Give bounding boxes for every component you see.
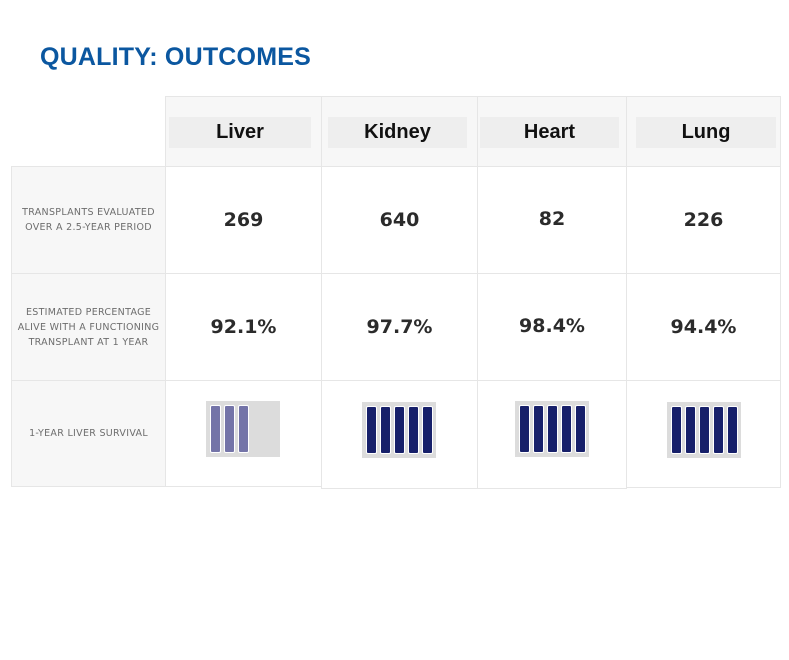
survival-bar-heart-2	[533, 405, 544, 453]
survival-bar-lung-3	[699, 406, 710, 454]
survival-bar-heart-5	[575, 405, 586, 453]
value-liver-percentage: 92.1%	[165, 273, 322, 381]
row-label-percentage-alive: ESTIMATED PERCENTAGE ALIVE WITH A FUNCTI…	[11, 273, 166, 381]
survival-bar-liver-5	[266, 405, 277, 453]
column-label-kidney: Kidney	[364, 121, 431, 143]
column-label-heart: Heart	[523, 121, 576, 143]
survival-gauge-kidney	[362, 402, 436, 458]
survival-bar-lung-1	[671, 406, 682, 454]
survival-bar-kidney-3	[394, 406, 405, 454]
value-kidney-percentage: 97.7%	[321, 273, 478, 381]
value-lung-transplants: 226	[626, 166, 781, 274]
outcomes-table: Liver Kidney Heart Lung TRANSPLANTS EVAL…	[11, 96, 781, 489]
survival-gauge-liver	[206, 401, 280, 457]
value-lung-percentage: 94.4%	[626, 273, 781, 381]
survival-bar-lung-4	[713, 406, 724, 454]
survival-bar-kidney-5	[422, 406, 433, 454]
value-kidney-transplants: 640	[321, 166, 478, 274]
survival-bar-heart-4	[561, 405, 572, 453]
survival-bar-kidney-4	[408, 406, 419, 454]
value-liver-transplants: 269	[165, 166, 322, 274]
column-header-lung: Lung	[626, 96, 781, 167]
column-header-kidney: Kidney	[321, 96, 478, 167]
value-heart-percentage: 98.4%	[477, 273, 627, 381]
survival-bar-heart-1	[519, 405, 530, 453]
survival-bar-liver-4	[252, 405, 263, 453]
survival-bar-lung-2	[685, 406, 696, 454]
column-label-liver: Liver	[216, 121, 264, 143]
column-header-heart: Heart	[477, 96, 627, 167]
survival-bar-kidney-2	[380, 406, 391, 454]
gauge-cell-kidney	[321, 380, 478, 489]
column-header-liver: Liver	[165, 96, 322, 167]
gauge-cell-liver	[165, 380, 322, 487]
survival-bar-liver-2	[224, 405, 235, 453]
survival-bar-lung-5	[727, 406, 738, 454]
gauge-cell-heart	[477, 380, 627, 489]
survival-gauge-lung	[667, 402, 741, 458]
value-heart-transplants: 82	[477, 166, 627, 274]
page-title: QUALITY: OUTCOMES	[40, 43, 311, 71]
column-label-lung: Lung	[681, 121, 731, 143]
survival-gauge-heart	[515, 401, 589, 457]
gauge-cell-lung	[626, 380, 781, 488]
survival-bar-kidney-1	[366, 406, 377, 454]
survival-bar-heart-3	[547, 405, 558, 453]
row-label-survival: 1-YEAR LIVER SURVIVAL	[11, 380, 166, 487]
survival-bar-liver-1	[210, 405, 221, 453]
row-label-transplants-evaluated: TRANSPLANTS EVALUATED OVER A 2.5-YEAR PE…	[11, 166, 166, 274]
survival-bar-liver-3	[238, 405, 249, 453]
